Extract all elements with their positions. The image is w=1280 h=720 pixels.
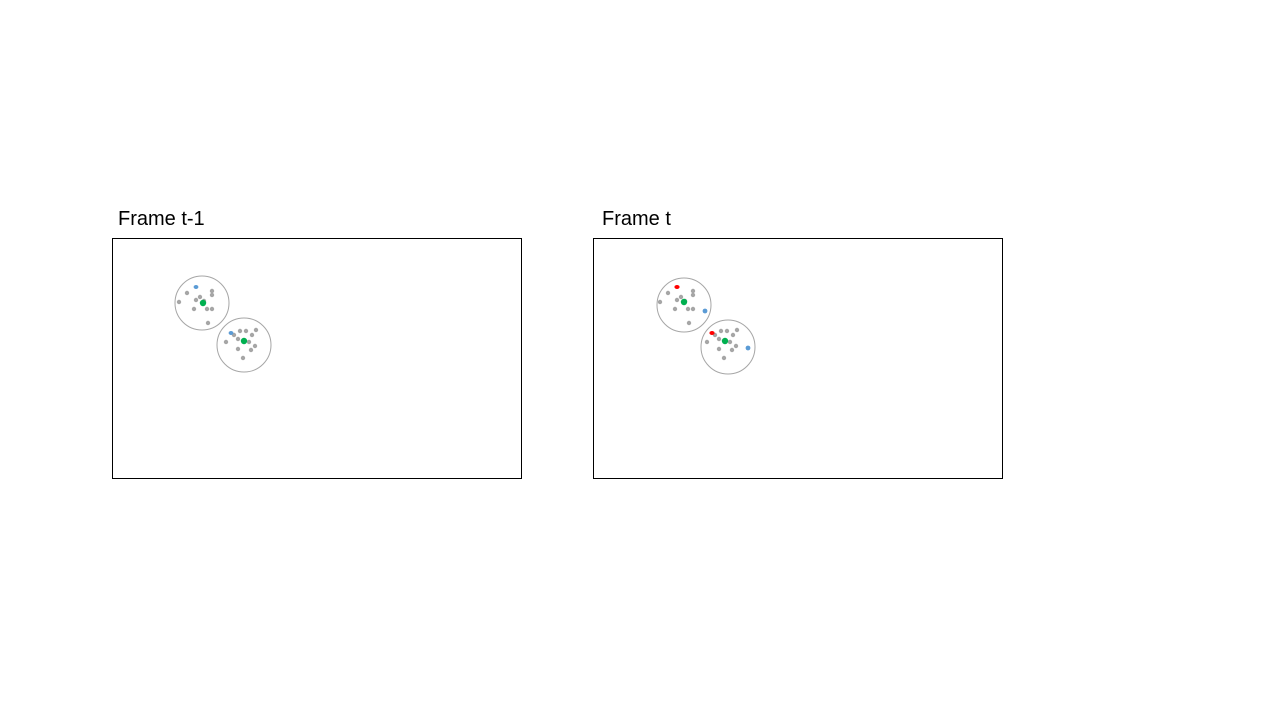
blue-point-icon: [745, 345, 751, 351]
green-centroid-icon: [199, 299, 207, 307]
blue-point-icon: [228, 331, 234, 335]
grey-point-icon: [246, 339, 252, 345]
frame-curr-canvas: [656, 277, 756, 375]
grey-point-icon: [690, 306, 696, 312]
blue-point-icon: [702, 308, 708, 314]
red-point-icon: [709, 331, 715, 335]
grey-points: [176, 288, 215, 326]
grey-point-icon: [209, 306, 215, 312]
grey-point-icon: [243, 328, 249, 334]
grey-point-icon: [733, 343, 739, 349]
grey-point-icon: [730, 332, 736, 338]
green-centroid-icon: [721, 337, 729, 345]
grey-point-icon: [718, 328, 724, 334]
grey-point-icon: [253, 327, 259, 333]
blue-point-icon: [193, 285, 199, 289]
grey-point-icon: [197, 294, 203, 300]
grey-point-icon: [191, 306, 197, 312]
grey-points: [657, 288, 696, 326]
grey-point-icon: [690, 288, 696, 294]
grey-point-icon: [235, 346, 241, 352]
region-circle: [700, 319, 756, 375]
grey-point-icon: [193, 297, 199, 303]
region-circle: [174, 275, 230, 331]
grey-points: [704, 327, 740, 361]
grey-point-icon: [184, 290, 190, 296]
frame-prev-cluster-2: [216, 317, 272, 373]
grey-point-icon: [716, 346, 722, 352]
grey-point-icon: [237, 328, 243, 334]
grey-point-icon: [235, 336, 241, 342]
grey-point-icon: [223, 339, 229, 345]
frame-prev-title: Frame t-1: [118, 208, 205, 230]
grey-point-icon: [176, 299, 182, 305]
frame-curr-box: [593, 238, 1003, 479]
red-point-icon: [674, 285, 680, 289]
grey-point-icon: [704, 339, 710, 345]
grey-point-icon: [727, 339, 733, 345]
grey-point-icon: [249, 332, 255, 338]
grey-point-icon: [209, 288, 215, 294]
grey-point-icon: [248, 347, 254, 353]
grey-point-icon: [205, 320, 211, 326]
frame-curr-cluster-2: [700, 319, 756, 375]
grey-point-icon: [678, 294, 684, 300]
grey-point-icon: [209, 292, 215, 298]
grey-point-icon: [657, 299, 663, 305]
green-centroid-icon: [240, 337, 248, 345]
grey-point-icon: [729, 347, 735, 353]
grey-point-icon: [721, 355, 727, 361]
frame-prev-box: [112, 238, 522, 479]
frame-curr-title: Frame t: [602, 208, 671, 230]
grey-point-icon: [252, 343, 258, 349]
green-centroid-icon: [680, 298, 688, 306]
region-circle: [656, 277, 712, 333]
grey-point-icon: [204, 306, 210, 312]
frame-curr-cluster-1: [656, 277, 712, 333]
grey-point-icon: [686, 320, 692, 326]
frame-prev-cluster-1: [174, 275, 230, 331]
grey-point-icon: [685, 306, 691, 312]
grey-point-icon: [240, 355, 246, 361]
frame-prev-canvas: [174, 275, 272, 373]
grey-point-icon: [665, 290, 671, 296]
region-circle: [216, 317, 272, 373]
grey-point-icon: [674, 297, 680, 303]
grey-point-icon: [734, 327, 740, 333]
grey-point-icon: [716, 336, 722, 342]
grey-point-icon: [724, 328, 730, 334]
grey-point-icon: [672, 306, 678, 312]
grey-point-icon: [690, 292, 696, 298]
